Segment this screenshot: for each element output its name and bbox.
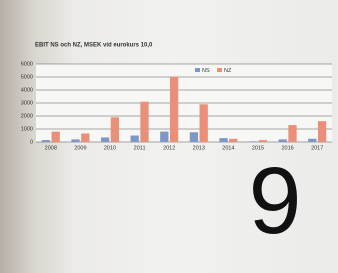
legend-label: NS xyxy=(202,68,210,74)
bar xyxy=(219,138,227,142)
x-tick-label: 2016 xyxy=(281,145,293,151)
bar xyxy=(200,104,208,142)
x-tick-label: 2009 xyxy=(74,145,86,151)
y-tick-label: 4000 xyxy=(21,87,33,93)
legend-label: NZ xyxy=(224,68,232,74)
y-tick-label: 2000 xyxy=(21,113,33,119)
bar xyxy=(42,140,50,142)
bar xyxy=(190,132,198,142)
x-tick-label: 2011 xyxy=(134,145,146,151)
bar xyxy=(71,139,79,142)
y-tick-label: 5000 xyxy=(21,74,33,80)
bar xyxy=(52,132,60,142)
bar xyxy=(229,139,237,142)
x-tick-label: 2010 xyxy=(104,145,116,151)
bar xyxy=(160,132,168,142)
page-number: 9 xyxy=(249,148,302,254)
bar xyxy=(140,102,148,142)
chart-title: EBIT NS och NZ, MSEK vid eurokurs 10,0 xyxy=(35,43,153,49)
legend-swatch xyxy=(195,68,200,72)
bar xyxy=(308,139,316,142)
y-tick-label: 0 xyxy=(30,139,33,145)
x-tick-label: 2012 xyxy=(163,145,175,151)
bar xyxy=(259,140,267,142)
y-tick-label: 1000 xyxy=(21,126,33,132)
legend-swatch xyxy=(217,68,222,72)
chart: EBIT NS och NZ, MSEK vid eurokurs 10,0 9… xyxy=(0,0,338,273)
bar xyxy=(249,141,257,142)
x-tick-label: 2017 xyxy=(311,145,323,151)
x-tick-label: 2013 xyxy=(193,145,205,151)
y-tick-label: 3000 xyxy=(21,100,33,106)
bar xyxy=(111,117,119,142)
y-tick-label: 6000 xyxy=(21,61,33,67)
bar xyxy=(170,77,178,142)
x-tick-label: 2008 xyxy=(45,145,57,151)
bar xyxy=(288,125,296,142)
x-tick-label: 2014 xyxy=(222,145,234,151)
bar xyxy=(318,121,326,142)
bar xyxy=(131,136,139,143)
bar xyxy=(101,137,109,142)
bar xyxy=(279,139,287,142)
page: EBIT NS och NZ, MSEK vid eurokurs 10,0 9… xyxy=(0,0,338,273)
x-tick-label: 2015 xyxy=(252,145,264,151)
bar xyxy=(81,134,89,142)
